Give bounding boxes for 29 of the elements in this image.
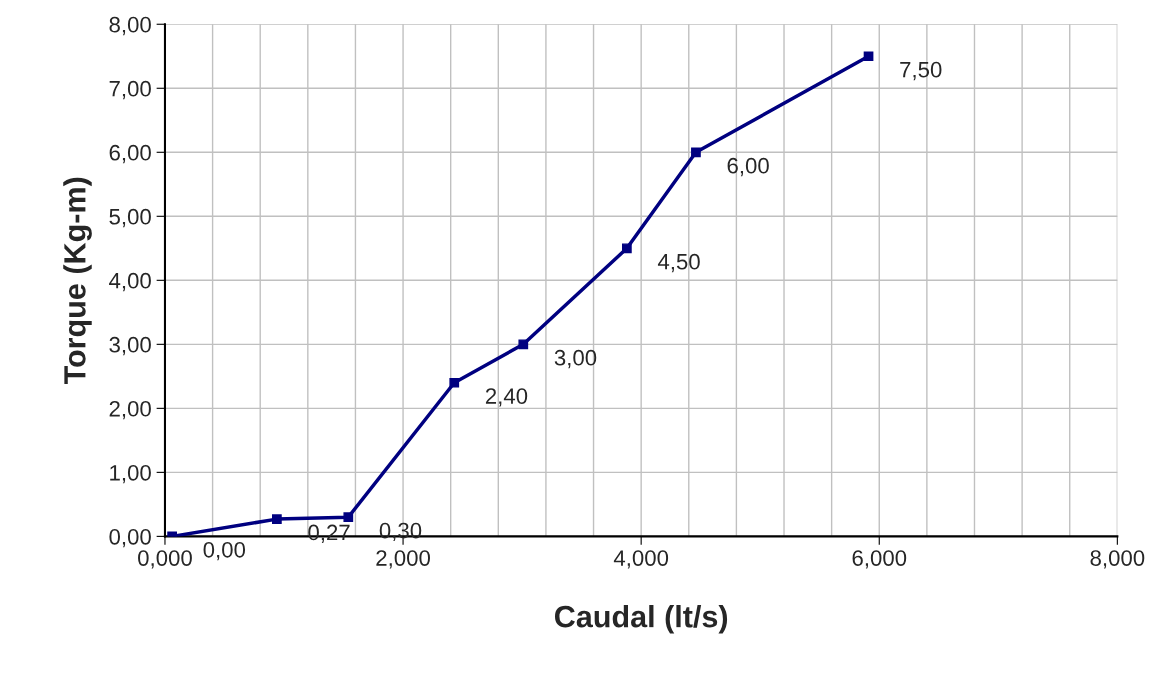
data-label: 7,50 bbox=[900, 61, 942, 81]
y-tick-label: 2,00 bbox=[109, 400, 151, 420]
y-tick-label: 4,00 bbox=[109, 272, 151, 292]
x-tick-label: 6,000 bbox=[852, 550, 907, 569]
x-tick-label: 0,000 bbox=[138, 550, 192, 569]
point bbox=[691, 147, 701, 158]
data-label: 3,00 bbox=[554, 349, 597, 369]
y-tick-label: 1,00 bbox=[110, 464, 151, 484]
x-tick-label: 2,000 bbox=[376, 550, 430, 569]
point bbox=[863, 51, 874, 62]
y-tick-label: 8,00 bbox=[109, 16, 151, 36]
point bbox=[449, 377, 460, 388]
y-tick-label: 0,00 bbox=[109, 528, 151, 548]
y-axis-title: Torque (Kg-m) bbox=[63, 177, 92, 385]
x-axis-title: Caudal (lt/s) bbox=[554, 605, 728, 634]
data-label: 0,00 bbox=[203, 541, 246, 561]
data-label: 4,50 bbox=[657, 253, 700, 273]
x-tick-label: 4,000 bbox=[613, 550, 669, 569]
x-tick-label: 8,000 bbox=[1090, 550, 1145, 569]
point bbox=[518, 339, 529, 350]
y-tick-label: 7,00 bbox=[109, 80, 151, 100]
y-tick-label: 6,00 bbox=[109, 144, 151, 164]
point bbox=[343, 512, 354, 523]
y-tick-label: 3,00 bbox=[109, 336, 151, 356]
data-label: 2,40 bbox=[485, 388, 528, 407]
point bbox=[272, 514, 282, 524]
data-label: 6,00 bbox=[727, 157, 769, 177]
y-tick-label: 5,00 bbox=[109, 208, 151, 228]
point bbox=[622, 243, 632, 254]
